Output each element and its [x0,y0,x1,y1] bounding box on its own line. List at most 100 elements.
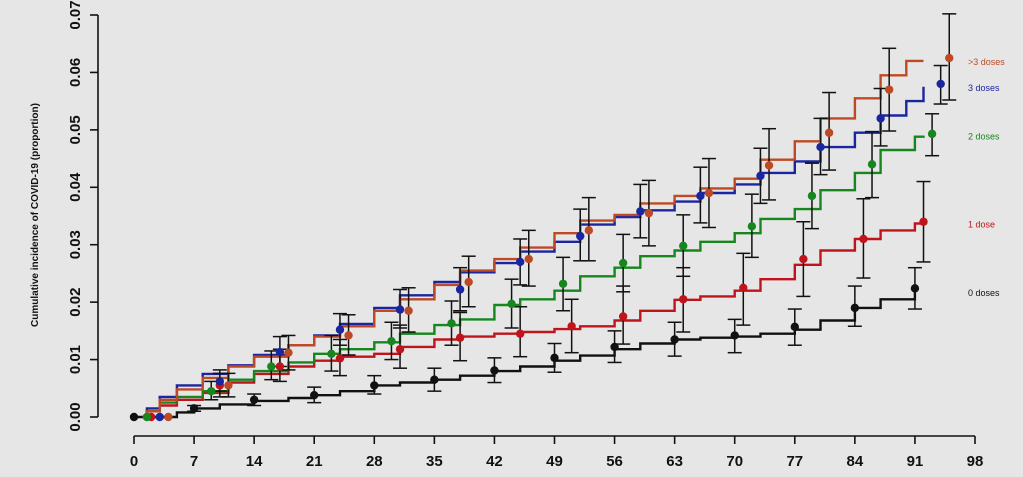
x-tick-label: 63 [666,453,683,470]
data-point-3-doses [164,412,173,422]
data-point-1-dose [335,354,345,363]
data-point-0-doses [189,404,199,413]
data-point-1-dose [799,254,808,264]
data-point-2-doses [142,412,152,422]
data-point-3-doses [395,305,405,314]
data-point-2-doses [927,129,937,139]
axes-layer: 0.00 0.01 0.02 0.03 0.04 0.05 0.06 0.07 0 7 14 21 28… [67,0,983,470]
series-label: >3 doses [968,57,1005,67]
data-point-2-doses [267,362,276,371]
series-label: 0 doses [968,288,1000,298]
data-point-0-doses [310,390,319,400]
data-point-2-doses [867,160,877,169]
data-point-1-dose [455,333,465,342]
data-point-0-doses [370,381,379,390]
data-point-1-dose [515,329,525,338]
data-point-3-doses [335,325,345,334]
data-point-1-dose [567,322,576,331]
data-point-0-doses [249,395,259,404]
series-label: 2 doses [968,132,1000,142]
data-point-3-doses [576,231,585,241]
x-tick-label: 21 [306,453,323,470]
data-point-2-doses [387,336,396,346]
data-point-1-dose [395,345,405,354]
x-tick-label: 14 [246,453,263,470]
data-point-3-doses [644,208,654,218]
x-tick-label: 91 [907,453,924,470]
data-point-3-doses [816,142,825,152]
y-tick-label: 0.06 [67,58,84,87]
data-point-1-dose [919,217,928,226]
data-point-1-dose [739,283,748,292]
data-point-2-doses [679,241,688,251]
data-point-3-doses [936,79,945,89]
x-tick-label: 49 [546,453,563,470]
data-point-0-doses [670,335,679,344]
data-point-0-doses [490,366,499,375]
data-point-3-doses [275,347,285,357]
data-point-2-doses [327,349,336,359]
data-point-3-doses [284,348,293,357]
y-tick-label: 0.02 [67,288,84,317]
data-point-2-doses [807,191,817,201]
data-point-1-dose [679,295,688,304]
data-point-0-doses [850,303,860,313]
data-point-3-doses [524,254,533,264]
data-point-3-doses [464,277,473,287]
data-point-2-doses [507,299,516,309]
data-point-3-doses [824,128,834,137]
data-point-3-doses [764,161,774,170]
x-tick-label: 98 [967,453,984,470]
y-axis-title: Cumulative incidence of COVID-19 (propor… [30,103,41,327]
data-point-2-doses [618,258,628,268]
x-tick-label: 56 [606,453,623,470]
y-tick-label: 0.01 [67,345,84,374]
data-point-1-dose [275,362,285,371]
series-label: 3 doses [968,83,1000,93]
data-point-0-doses [550,353,559,363]
data-point-1-dose [859,234,868,244]
x-tick-label: 0 [130,453,138,470]
data-point-3-doses [515,257,525,267]
series-labels-layer: 0 doses 1 dose 2 doses 3 doses >3 doses [968,57,1005,298]
data-point-0-doses [129,412,139,422]
data-point-1-dose [618,312,628,321]
x-tick-label: 42 [486,453,503,470]
data-point-2-doses [558,279,568,288]
y-tick-label: 0.00 [67,402,84,431]
data-point-3-doses [224,381,233,390]
series-line-3-doses [142,59,924,419]
data-point-0-doses [790,322,799,332]
y-tick-label: 0.04 [67,172,84,202]
data-point-3-doses [876,114,885,123]
y-tick-label: 0.03 [67,230,84,259]
data-point-3-doses [884,85,894,94]
data-point-2-doses [207,386,216,396]
data-point-0-doses [610,342,619,352]
data-point-3-doses [696,191,705,201]
data-point-3-doses [756,171,765,180]
data-point-3-doses [155,412,164,422]
y-tick-label: 0.07 [67,0,84,29]
x-tick-label: 35 [426,453,443,470]
data-point-0-doses [430,375,439,384]
data-point-3-doses [945,53,954,63]
x-tick-label: 77 [786,453,803,470]
data-point-3-doses [344,331,353,340]
y-tick-label: 0.05 [67,115,84,144]
series-label: 1 dose [968,219,995,229]
x-tick-label: 28 [366,453,383,470]
data-point-3-doses [455,285,465,294]
data-point-3-doses [636,207,645,216]
data-point-3-doses [584,226,594,235]
data-point-3-doses [215,377,225,386]
data-point-2-doses [747,222,757,231]
x-tick-label: 7 [190,453,198,470]
data-point-3-doses [704,188,714,198]
x-tick-label: 70 [726,453,743,470]
error-bars-layer [187,13,957,413]
data-point-0-doses [730,331,739,340]
x-tick-label: 84 [847,453,864,470]
data-point-0-doses [910,284,920,293]
